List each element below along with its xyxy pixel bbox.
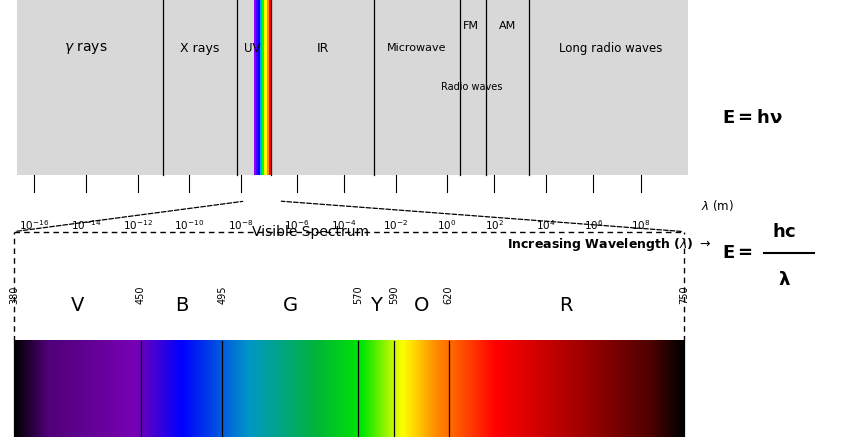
Bar: [254, 0, 256, 175]
Text: $10^{-4}$: $10^{-4}$: [331, 218, 357, 232]
Text: $\mathbf{\lambda}$: $\mathbf{\lambda}$: [777, 271, 791, 289]
Text: $10^{-16}$: $10^{-16}$: [19, 218, 50, 232]
Text: V: V: [71, 296, 84, 316]
Text: $10^{-14}$: $10^{-14}$: [71, 218, 101, 232]
Text: 450: 450: [136, 286, 146, 304]
Text: IR: IR: [316, 42, 329, 55]
Text: B: B: [175, 296, 188, 316]
Text: 380: 380: [9, 286, 19, 304]
Text: $\lambda$ (m): $\lambda$ (m): [701, 198, 734, 213]
Text: 590: 590: [390, 286, 399, 304]
Text: FM: FM: [464, 21, 479, 31]
Text: $10^{-10}$: $10^{-10}$: [174, 218, 205, 232]
Text: 495: 495: [218, 286, 227, 304]
Text: R: R: [560, 296, 573, 316]
Text: $10^{-12}$: $10^{-12}$: [123, 218, 152, 232]
Text: 750: 750: [679, 286, 689, 304]
FancyBboxPatch shape: [17, 0, 688, 175]
Text: UV: UV: [243, 42, 261, 55]
Bar: [268, 0, 271, 175]
Text: $\mathbf{hc}$: $\mathbf{hc}$: [772, 222, 796, 241]
Bar: [256, 0, 258, 175]
Text: $10^{-8}$: $10^{-8}$: [228, 218, 254, 232]
Text: $10^{-2}$: $10^{-2}$: [383, 218, 408, 232]
Text: G: G: [283, 296, 298, 316]
Text: $10^{4}$: $10^{4}$: [537, 218, 556, 232]
Text: $10^{8}$: $10^{8}$: [631, 218, 650, 232]
Text: 620: 620: [444, 286, 454, 304]
Text: $10^{6}$: $10^{6}$: [584, 218, 603, 232]
Text: AM: AM: [499, 21, 516, 31]
Bar: [262, 0, 265, 175]
Text: O: O: [414, 296, 429, 316]
Text: $\gamma$ rays: $\gamma$ rays: [64, 40, 108, 56]
Text: Visible Spectrum: Visible Spectrum: [252, 225, 369, 239]
Text: $10^{2}$: $10^{2}$: [485, 218, 504, 232]
Bar: [267, 0, 268, 175]
Text: $10^{0}$: $10^{0}$: [438, 218, 457, 232]
Text: $10^{-6}$: $10^{-6}$: [284, 218, 310, 232]
Text: Increasing Wavelength ($\lambda$) $\rightarrow$: Increasing Wavelength ($\lambda$) $\righ…: [507, 236, 711, 253]
Text: $\mathbf{E = h\nu}$: $\mathbf{E = h\nu}$: [722, 109, 783, 127]
Text: Long radio waves: Long radio waves: [559, 42, 662, 55]
Bar: [260, 0, 262, 175]
Text: X rays: X rays: [180, 42, 219, 55]
Text: Microwave: Microwave: [387, 43, 447, 53]
Text: Radio waves: Radio waves: [440, 83, 502, 92]
Text: Y: Y: [371, 296, 382, 316]
Text: $\mathbf{E = }$: $\mathbf{E = }$: [722, 244, 753, 263]
Bar: [258, 0, 260, 175]
Text: 570: 570: [353, 286, 363, 304]
Bar: [265, 0, 267, 175]
